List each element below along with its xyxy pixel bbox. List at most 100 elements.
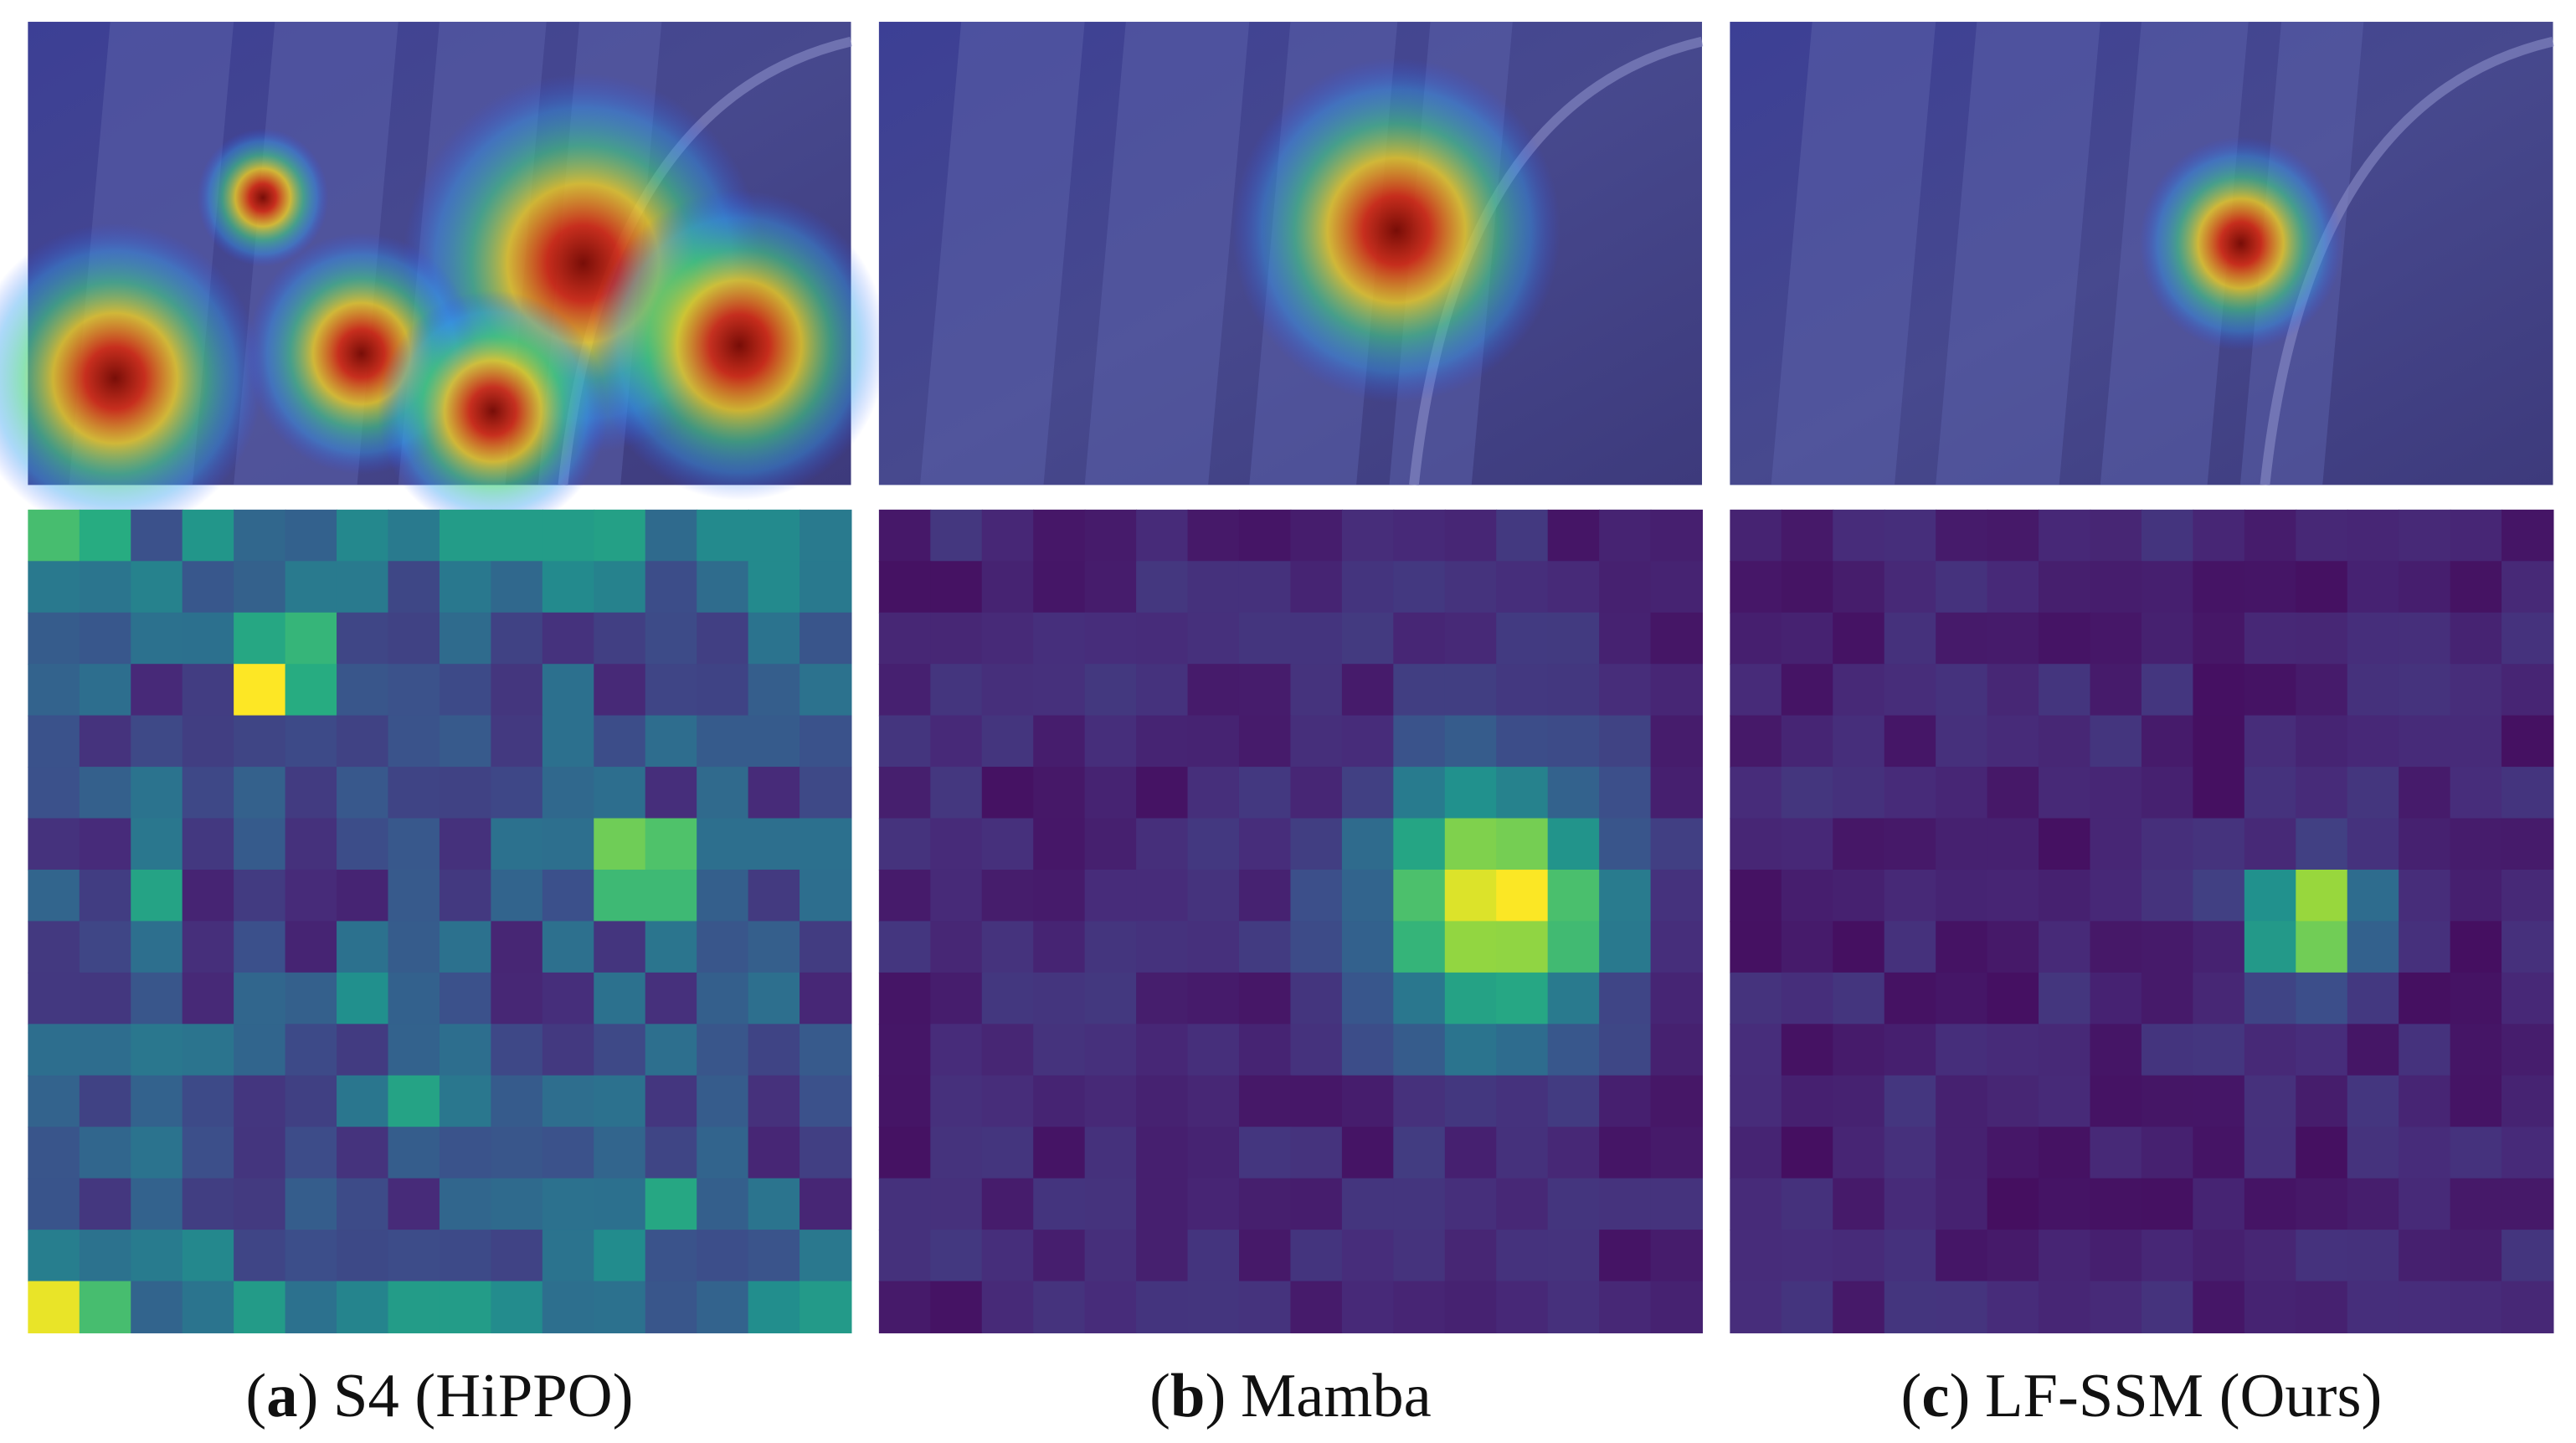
heat-cell [1599,818,1652,870]
heat-cell [1496,767,1549,819]
heat-cell [1987,561,2040,614]
attention-blob [1231,58,1561,403]
photo-panel [1730,22,2554,486]
heat-cell [337,972,389,1025]
heat-cell [337,715,389,768]
heat-cell [1987,664,2040,716]
heat-cell [1033,1178,1086,1231]
heat-cell [491,509,543,562]
heat-cell [439,1024,492,1076]
heat-cell [930,972,983,1025]
heat-cell [1084,1024,1138,1076]
heat-cell [337,1024,389,1076]
heat-cell [1084,1178,1138,1231]
heat-cell [2090,1230,2142,1282]
heat-cell [2244,921,2297,973]
road [920,22,1085,485]
heat-cell [182,664,235,716]
heat-cell [2347,1281,2400,1333]
heat-cell [542,612,595,665]
heat-cell [1341,612,1395,665]
heat-cell [748,767,801,819]
heat-cell [337,869,389,922]
heat-cell [594,509,646,562]
heat-cell [491,664,543,716]
heat-cell [1033,1281,1086,1333]
heat-cell [2141,1281,2194,1333]
heat-cell [182,1178,235,1231]
heat-cell [1833,561,1885,614]
heat-cell [439,1075,492,1128]
heat-cell [388,921,440,973]
heat-cell [2141,664,2194,716]
heat-cell [1884,1075,1937,1128]
heat-cell [2090,921,2142,973]
heat-cell [2399,1281,2451,1333]
heat-cell [1884,818,1937,870]
heat-cell [1496,1281,1549,1333]
heat-cell [1987,767,2040,819]
heat-cell [2141,1230,2194,1282]
heat-cell [1393,1178,1446,1231]
heat-cell [491,1075,543,1128]
heat-cell [1136,715,1189,768]
heat-cell [28,561,80,614]
heat-cell [234,509,286,562]
heat-cell [930,509,983,562]
heat-cell [1599,1281,1652,1333]
heat-cell [2141,561,2194,614]
heat-cell [2450,1230,2503,1282]
heat-cell [285,818,338,870]
heat-cell [878,509,932,562]
heat-cell [1238,1281,1292,1333]
heat-cell [981,1024,1035,1076]
heat-cell [1730,767,1782,819]
heat-cell [697,972,749,1025]
heat-cell [2244,612,2297,665]
heat-cell [1650,818,1703,870]
heat-cell [1187,1075,1240,1128]
heat-cell [1599,1127,1652,1179]
heat-cell [2296,1178,2348,1231]
heat-cell [182,1024,235,1076]
heat-cell [645,1075,698,1128]
heat-cell [1599,972,1652,1025]
heat-cell [337,1230,389,1282]
heat-cell [748,972,801,1025]
heat-cell [28,1075,80,1128]
heat-cell [1936,1024,1988,1076]
heat-cell [131,818,183,870]
heat-cell [1547,612,1601,665]
heat-cell [1084,612,1138,665]
heat-cell [645,715,698,768]
heat-cell [2450,1281,2503,1333]
heat-cell [2141,1178,2194,1231]
heat-cell [2244,715,2297,768]
heat-cell [1084,1281,1138,1333]
heat-cell [878,767,932,819]
heat-cell [2244,1024,2297,1076]
heat-cell [2039,921,2091,973]
heat-cell [2347,1230,2400,1282]
heat-cell [645,664,698,716]
heat-cell [2193,869,2245,922]
heat-cell [1238,715,1292,768]
heat-cell [1936,664,1988,716]
heat-cell [594,921,646,973]
heat-cell [1444,972,1498,1025]
heat-cell [182,1127,235,1179]
heat-cell [1496,1178,1549,1231]
heat-cell [234,1024,286,1076]
heat-cell [1187,1230,1240,1282]
heat-cell [337,767,389,819]
heat-cell [1833,715,1885,768]
heat-cell [1187,767,1240,819]
heat-cell [878,818,932,870]
heat-cell [79,561,132,614]
heat-cell [2244,1178,2297,1231]
heat-cell [981,818,1035,870]
heat-cell [1496,1024,1549,1076]
heat-cell [1033,1024,1086,1076]
heat-cell [1238,509,1292,562]
heat-cell [1936,1281,1988,1333]
